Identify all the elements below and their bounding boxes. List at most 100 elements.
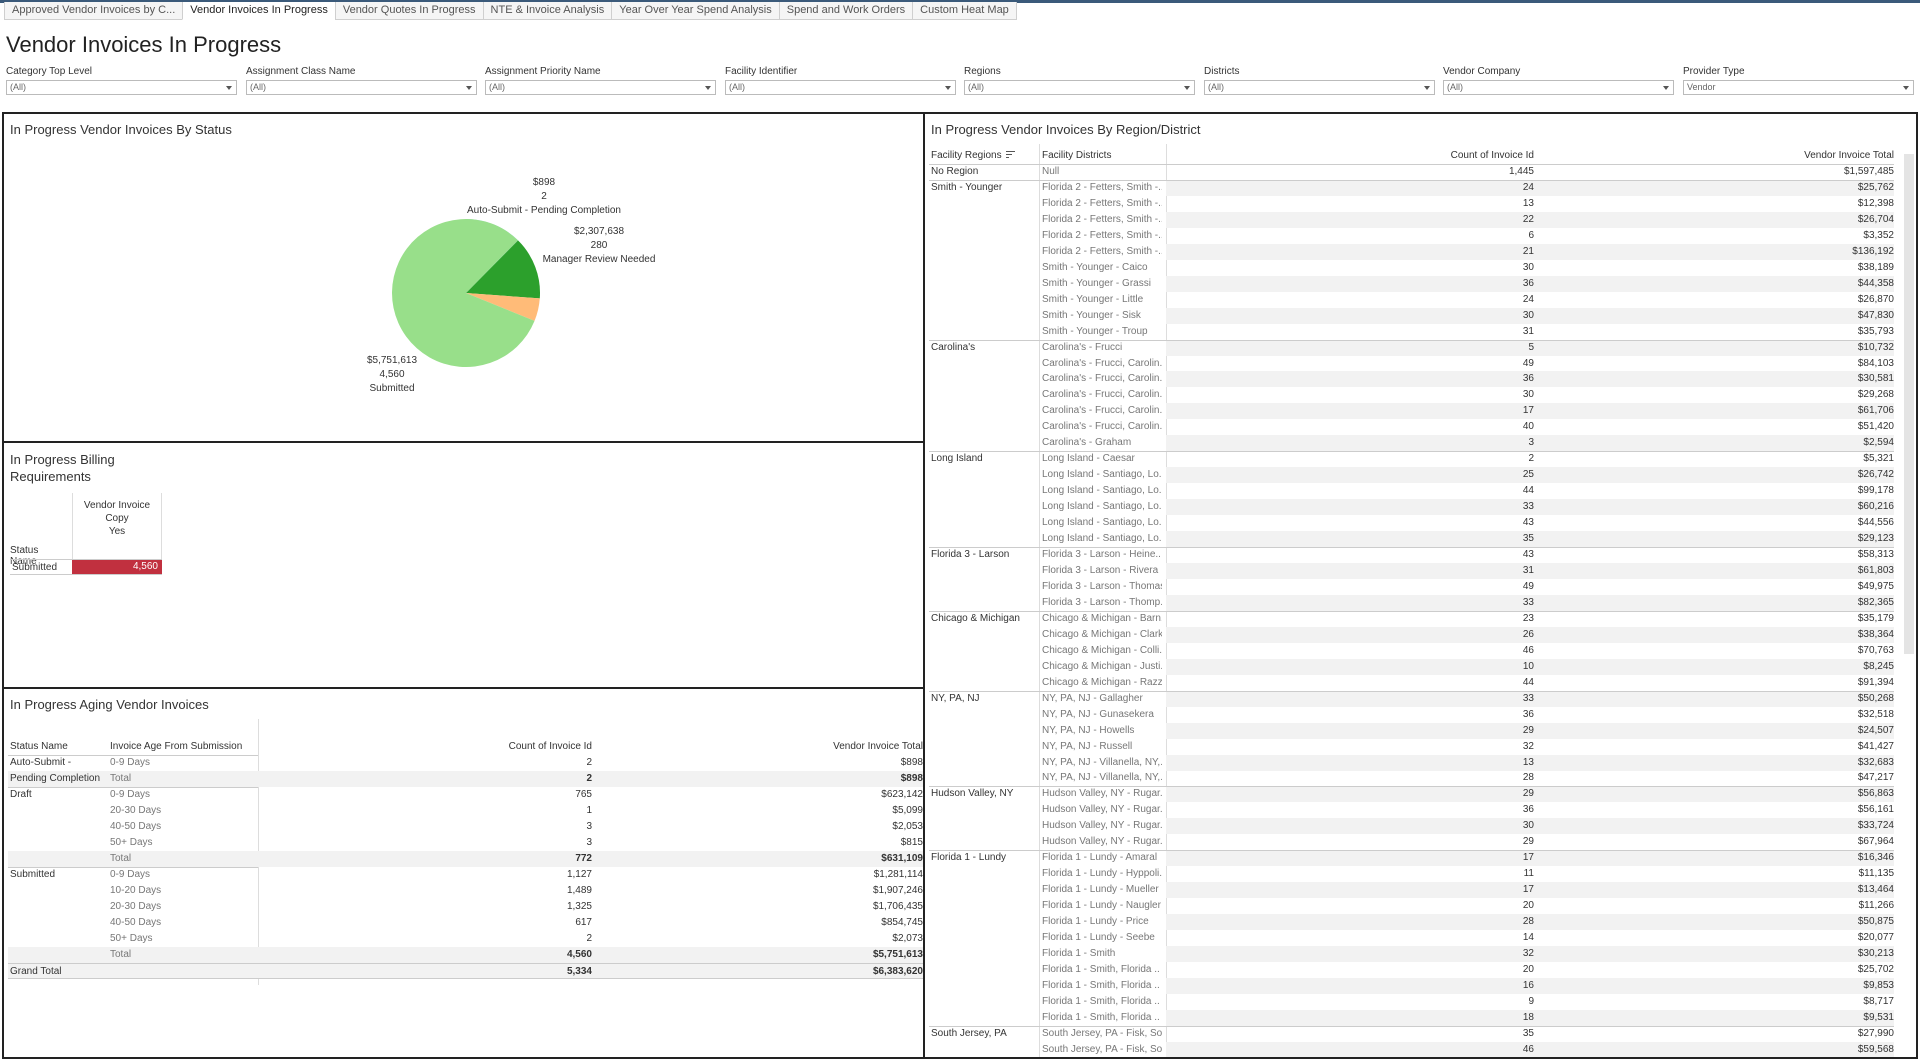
table-row[interactable]: Florida 3 - Larson - Thomp.. 33 $82,365 [1042,595,1894,611]
table-row[interactable]: Florida 1 - Smith 32 $30,213 [1042,946,1894,962]
chevron-down-icon[interactable] [226,86,232,90]
chevron-down-icon[interactable] [1424,86,1430,90]
region-header-region[interactable]: Facility Regions [931,150,1015,161]
table-row[interactable]: Florida 1 - Smith, Florida .. 16 $9,853 [1042,978,1894,994]
table-row[interactable]: Florida 2 - Fetters, Smith -.. 6 $3,352 [1042,228,1894,244]
table-row[interactable]: Auto-Submit - 0-9 Days 2 $898 [8,755,923,771]
filter-dropdown[interactable]: (All) [6,80,237,95]
table-row[interactable]: Florida 1 - Lundy - Amaral 17 $16,346 [1042,850,1894,866]
tab-6[interactable]: Custom Heat Map [912,2,1017,20]
table-row[interactable]: Smith - Younger - Grassi 36 $44,358 [1042,276,1894,292]
table-row[interactable]: Florida 3 - Larson - Heine.. 43 $58,313 [1042,547,1894,563]
table-row[interactable]: Smith - Younger - Sisk 30 $47,830 [1042,308,1894,324]
filter-dropdown[interactable]: (All) [246,80,477,95]
table-row[interactable]: Chicago & Michigan - Clark.. 26 $38,364 [1042,627,1894,643]
tab-3[interactable]: NTE & Invoice Analysis [482,2,613,20]
table-row[interactable]: Total 4,560 $5,751,613 [8,947,923,963]
table-row[interactable]: Submitted 0-9 Days 1,127 $1,281,114 [8,867,923,883]
table-row[interactable]: NY, PA, NJ - Gallagher 33 $50,268 [1042,691,1894,707]
table-row[interactable]: Null 1,445 $1,597,485 [1042,164,1894,180]
table-row[interactable]: Long Island - Santiago, Lo.. 33 $60,216 [1042,499,1894,515]
table-row[interactable]: Chicago & Michigan - Justi.. 10 $8,245 [1042,659,1894,675]
table-row[interactable]: Long Island - Santiago, Lo.. 25 $26,742 [1042,467,1894,483]
table-row[interactable]: Smith - Younger - Caico 30 $38,189 [1042,260,1894,276]
table-row[interactable]: NY, PA, NJ - Villanella, NY,.. 28 $47,217 [1042,770,1894,786]
table-row[interactable]: Chicago & Michigan - Barn.. 23 $35,179 [1042,611,1894,627]
table-row[interactable]: Florida 1 - Lundy - Price 28 $50,875 [1042,914,1894,930]
table-row[interactable]: Total 772 $631,109 [8,851,923,867]
table-row[interactable]: 20-30 Days 1,325 $1,706,435 [8,899,923,915]
table-row[interactable]: Carolina's - Frucci 5 $10,732 [1042,340,1894,356]
billing-row-submitted[interactable]: Submitted 4,560 [10,559,162,575]
table-row[interactable]: Florida 2 - Fetters, Smith -.. 21 $136,192 [1042,244,1894,260]
region-table-scrollbar[interactable] [1904,154,1914,654]
table-row[interactable]: Carolina's - Graham 3 $2,594 [1042,435,1894,451]
chevron-down-icon[interactable] [1903,86,1909,90]
table-row[interactable]: NY, PA, NJ - Villanella, NY,.. 13 $32,683 [1042,755,1894,771]
table-row[interactable]: 20-30 Days 1 $5,099 [8,803,923,819]
table-row[interactable]: Smith - Younger - Little 24 $26,870 [1042,292,1894,308]
pie-slice-2[interactable] [466,240,540,299]
table-row[interactable]: Hudson Valley, NY - Rugar.. 36 $56,161 [1042,802,1894,818]
table-row[interactable]: Florida 1 - Lundy - Mueller 17 $13,464 [1042,882,1894,898]
chevron-down-icon[interactable] [466,86,472,90]
table-row[interactable]: NY, PA, NJ - Howells 29 $24,507 [1042,723,1894,739]
table-row[interactable]: Long Island - Santiago, Lo.. 44 $99,178 [1042,483,1894,499]
pie-slice-0[interactable] [392,219,535,367]
table-row[interactable]: South Jersey, PA - Fisk, So.. 35 $27,990 [1042,1026,1894,1042]
table-row[interactable]: Hudson Valley, NY - Rugar.. 30 $33,724 [1042,818,1894,834]
table-row[interactable]: Florida 1 - Lundy - Hyppoli.. 11 $11,135 [1042,866,1894,882]
table-row[interactable]: Florida 3 - Larson - Rivera 31 $61,803 [1042,563,1894,579]
table-row[interactable]: Smith - Younger - Troup 31 $35,793 [1042,324,1894,340]
table-row[interactable]: 40-50 Days 617 $854,745 [8,915,923,931]
table-row[interactable]: Florida 3 - Larson - Thomas 49 $49,975 [1042,579,1894,595]
tab-1[interactable]: Vendor Invoices In Progress [182,2,336,20]
tab-2[interactable]: Vendor Quotes In Progress [334,2,484,20]
tab-4[interactable]: Year Over Year Spend Analysis [611,2,780,20]
table-row[interactable]: Florida 1 - Smith, Florida .. 18 $9,531 [1042,1010,1894,1026]
sort-icon[interactable] [1005,151,1015,159]
table-row[interactable]: Florida 1 - Lundy - Naugler 20 $11,266 [1042,898,1894,914]
filter-dropdown[interactable]: (All) [964,80,1195,95]
pie-slice-1[interactable] [466,293,540,321]
chevron-down-icon[interactable] [945,86,951,90]
table-row[interactable]: Florida 2 - Fetters, Smith -.. 13 $12,398 [1042,196,1894,212]
table-row[interactable]: Hudson Valley, NY - Rugar.. 29 $56,863 [1042,786,1894,802]
table-row[interactable]: Florida 1 - Smith, Florida .. 20 $25,702 [1042,962,1894,978]
table-row[interactable]: 40-50 Days 3 $2,053 [8,819,923,835]
billing-row-value[interactable]: 4,560 [72,560,162,574]
table-row[interactable]: Chicago & Michigan - Colli.. 46 $70,763 [1042,643,1894,659]
table-row[interactable]: Carolina's - Frucci, Carolin.. 36 $30,581 [1042,371,1894,387]
table-row[interactable]: South Jersey, PA - Fisk, So.. 46 $59,568 [1042,1042,1894,1057]
table-row[interactable]: Long Island - Caesar 2 $5,321 [1042,451,1894,467]
chevron-down-icon[interactable] [1663,86,1669,90]
filter-dropdown[interactable]: (All) [485,80,716,95]
filter-dropdown[interactable]: (All) [1204,80,1435,95]
chevron-down-icon[interactable] [1184,86,1190,90]
table-row[interactable]: 50+ Days 3 $815 [8,835,923,851]
chevron-down-icon[interactable] [705,86,711,90]
table-row[interactable]: Florida 2 - Fetters, Smith -.. 22 $26,704 [1042,212,1894,228]
table-row[interactable]: Draft 0-9 Days 765 $623,142 [8,787,923,803]
table-row[interactable]: Carolina's - Frucci, Carolin.. 49 $84,103 [1042,356,1894,372]
table-row[interactable]: Carolina's - Frucci, Carolin.. 30 $29,268 [1042,387,1894,403]
table-row[interactable]: Pending Completion Total 2 $898 [8,771,923,787]
table-row[interactable]: Florida 2 - Fetters, Smith -.. 24 $25,762 [1042,180,1894,196]
table-row[interactable]: 50+ Days 2 $2,073 [8,931,923,947]
table-row[interactable]: NY, PA, NJ - Gunasekera 36 $32,518 [1042,707,1894,723]
table-row[interactable]: Long Island - Santiago, Lo.. 43 $44,556 [1042,515,1894,531]
table-row[interactable]: 10-20 Days 1,489 $1,907,246 [8,883,923,899]
filter-dropdown[interactable]: (All) [1443,80,1674,95]
table-row[interactable]: NY, PA, NJ - Russell 32 $41,427 [1042,739,1894,755]
table-row[interactable]: Carolina's - Frucci, Carolin.. 40 $51,420 [1042,419,1894,435]
table-row[interactable]: Florida 1 - Lundy - Seebe 14 $20,077 [1042,930,1894,946]
table-row[interactable]: Florida 1 - Smith, Florida .. 9 $8,717 [1042,994,1894,1010]
tab-0[interactable]: Approved Vendor Invoices by C... [4,2,184,20]
tab-5[interactable]: Spend and Work Orders [778,2,914,20]
table-row[interactable]: Long Island - Santiago, Lo.. 35 $29,123 [1042,531,1894,547]
filter-dropdown[interactable]: (All) [725,80,956,95]
table-row[interactable]: Chicago & Michigan - Razz.. 44 $91,394 [1042,675,1894,691]
table-row[interactable]: Hudson Valley, NY - Rugar.. 29 $67,964 [1042,834,1894,850]
filter-dropdown[interactable]: Vendor [1683,80,1914,95]
table-row[interactable]: Carolina's - Frucci, Carolin.. 17 $61,706 [1042,403,1894,419]
